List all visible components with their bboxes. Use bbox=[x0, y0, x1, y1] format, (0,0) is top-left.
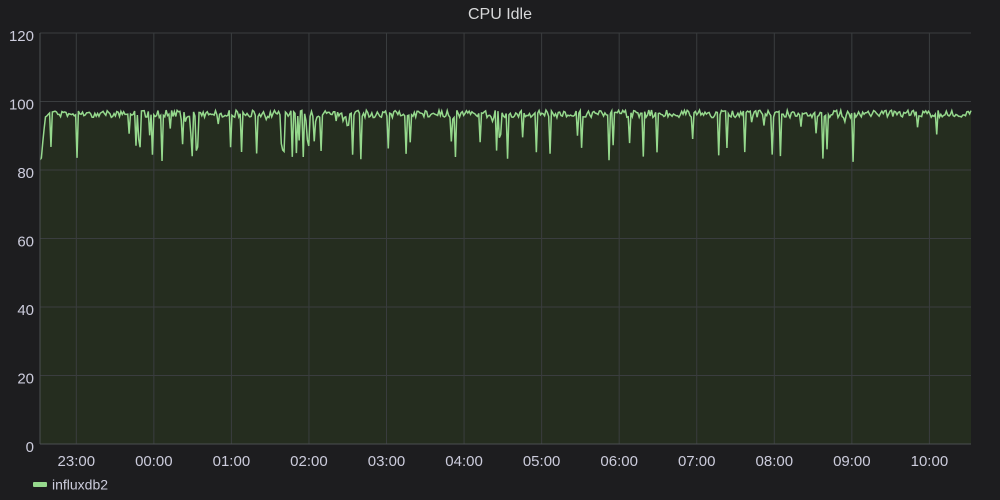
svg-text:08:00: 08:00 bbox=[756, 453, 794, 470]
svg-text:09:00: 09:00 bbox=[833, 453, 871, 470]
svg-text:80: 80 bbox=[17, 165, 34, 182]
svg-text:02:00: 02:00 bbox=[290, 453, 328, 470]
svg-text:20: 20 bbox=[17, 371, 34, 388]
svg-text:100: 100 bbox=[9, 97, 34, 114]
svg-text:07:00: 07:00 bbox=[678, 453, 716, 470]
svg-text:60: 60 bbox=[17, 234, 34, 251]
svg-text:10:00: 10:00 bbox=[911, 453, 949, 470]
svg-text:0: 0 bbox=[26, 439, 34, 456]
svg-text:03:00: 03:00 bbox=[368, 453, 406, 470]
svg-text:23:00: 23:00 bbox=[58, 453, 96, 470]
svg-text:04:00: 04:00 bbox=[445, 453, 483, 470]
svg-text:00:00: 00:00 bbox=[135, 453, 173, 470]
svg-text:05:00: 05:00 bbox=[523, 453, 561, 470]
svg-text:06:00: 06:00 bbox=[600, 453, 638, 470]
svg-text:120: 120 bbox=[9, 28, 34, 45]
svg-text:40: 40 bbox=[17, 302, 34, 319]
svg-text:01:00: 01:00 bbox=[213, 453, 251, 470]
